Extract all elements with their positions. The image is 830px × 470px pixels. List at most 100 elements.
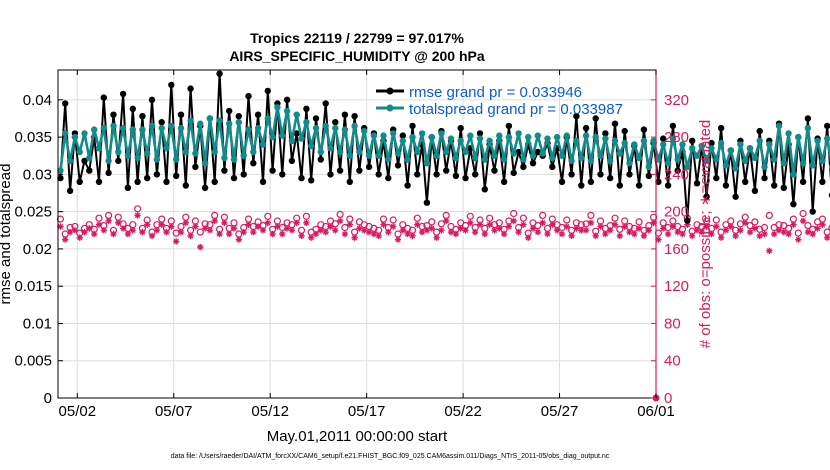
rmse-point bbox=[100, 94, 108, 101]
obs-possible-point bbox=[818, 215, 827, 223]
right-y-tick-label: 160 bbox=[664, 241, 689, 258]
obs-evaluated-point bbox=[269, 230, 276, 238]
obs-evaluated-point bbox=[693, 227, 701, 234]
rmse-point bbox=[211, 178, 218, 185]
obs-evaluated-point bbox=[172, 238, 180, 245]
obs-evaluated-series bbox=[57, 212, 830, 402]
right-y-tick-label: 40 bbox=[664, 353, 681, 370]
obs-evaluated-point bbox=[90, 230, 98, 238]
obs-evaluated-point bbox=[525, 234, 532, 241]
obs-evaluated-point bbox=[539, 219, 546, 227]
rmse-point bbox=[351, 113, 358, 120]
totalspread-point bbox=[298, 135, 305, 142]
totalspread-point bbox=[182, 148, 189, 156]
rmse-point bbox=[317, 156, 324, 163]
totalspread-point bbox=[158, 124, 165, 132]
obs-evaluated-point bbox=[71, 227, 79, 234]
obs-evaluated-point bbox=[201, 225, 209, 232]
totalspread-point bbox=[356, 148, 363, 156]
obs-possible-point bbox=[587, 211, 595, 219]
obs-evaluated-point bbox=[457, 225, 464, 232]
rmse-point bbox=[303, 105, 310, 113]
obs-possible-point bbox=[389, 216, 397, 224]
rmse-point bbox=[669, 122, 677, 130]
obs-evaluated-point bbox=[134, 212, 141, 219]
totalspread-point bbox=[476, 135, 484, 142]
rmse-point bbox=[139, 113, 146, 120]
obs-evaluated-point bbox=[404, 230, 411, 238]
obs-evaluated-point bbox=[664, 230, 672, 238]
rmse-point bbox=[476, 130, 484, 137]
obs-evaluated-point bbox=[346, 221, 353, 228]
rmse-point bbox=[597, 171, 604, 178]
totalspread-point bbox=[640, 137, 648, 144]
rmse-point bbox=[578, 182, 585, 189]
obs-evaluated-point bbox=[563, 223, 570, 230]
obs-evaluated-point bbox=[568, 232, 575, 240]
obs-evaluated-point bbox=[62, 236, 69, 243]
right-y-tick-label: 280 bbox=[664, 129, 689, 146]
totalspread-point bbox=[742, 157, 749, 165]
obs-evaluated-point bbox=[351, 234, 358, 241]
obs-evaluated-point bbox=[660, 225, 667, 232]
rmse-point bbox=[500, 178, 508, 185]
totalspread-point bbox=[192, 150, 199, 157]
legend-spread-swatch bbox=[376, 104, 404, 112]
obs-evaluated-point bbox=[361, 227, 368, 234]
obs-evaluated-point bbox=[756, 232, 763, 240]
obs-evaluated-point bbox=[105, 217, 112, 225]
totalspread-point bbox=[177, 124, 185, 132]
obs-evaluated-point bbox=[187, 232, 194, 240]
totalspread-point bbox=[582, 132, 590, 139]
rmse-point bbox=[616, 182, 623, 189]
totalspread-point bbox=[578, 154, 585, 162]
obs-evaluated-point bbox=[785, 230, 792, 238]
totalspread-point bbox=[544, 135, 551, 142]
rmse-point bbox=[283, 96, 291, 104]
totalspread-point bbox=[804, 124, 812, 132]
totalspread-point bbox=[443, 148, 450, 156]
totalspread-line bbox=[59, 106, 830, 176]
obs-evaluated-point bbox=[230, 225, 238, 232]
rmse-point bbox=[713, 174, 720, 182]
rmse-point bbox=[756, 127, 763, 135]
rmse-point bbox=[134, 178, 141, 185]
obs-evaluated-point bbox=[409, 232, 416, 240]
rmse-point bbox=[799, 178, 807, 185]
obs-evaluated-point bbox=[211, 217, 218, 225]
footer-data-file: data file: /Users/raeder/DAI/ATM_forcXX/… bbox=[171, 453, 610, 460]
obs-evaluated-point bbox=[795, 236, 802, 243]
totalspread-point bbox=[563, 132, 570, 139]
totalspread-point bbox=[288, 137, 296, 144]
rmse-point bbox=[322, 100, 329, 107]
right-y-tick-label: 120 bbox=[664, 278, 689, 295]
totalspread-point bbox=[462, 148, 469, 156]
obs-possible-point bbox=[413, 214, 421, 222]
obs-evaluated-point bbox=[708, 230, 715, 238]
totalspread-point bbox=[626, 160, 633, 167]
rmse-point bbox=[462, 174, 469, 182]
rmse-point bbox=[423, 199, 431, 206]
rmse-point bbox=[457, 124, 464, 132]
obs-possible-point bbox=[712, 216, 720, 224]
obs-evaluated-point bbox=[505, 223, 513, 230]
obs-evaluated-point bbox=[433, 234, 440, 241]
rmse-point bbox=[472, 171, 479, 178]
totalspread-point bbox=[370, 132, 378, 139]
totalspread-point bbox=[394, 150, 402, 157]
totalspread-point bbox=[496, 132, 503, 139]
totalspread-point bbox=[486, 137, 493, 144]
obs-possible-point bbox=[534, 222, 542, 230]
rmse-point bbox=[308, 177, 315, 184]
rmse-point bbox=[298, 174, 305, 182]
totalspread-point bbox=[621, 139, 628, 147]
rmse-point bbox=[124, 184, 132, 191]
obs-evaluated-point bbox=[226, 230, 233, 238]
obs-possible-point bbox=[659, 219, 667, 227]
rmse-point bbox=[742, 178, 749, 185]
rmse-point bbox=[288, 157, 296, 165]
totalspread-point bbox=[375, 152, 382, 159]
totalspread-point bbox=[95, 145, 103, 152]
obs-evaluated-point bbox=[394, 236, 402, 243]
rmse-point bbox=[221, 167, 228, 174]
